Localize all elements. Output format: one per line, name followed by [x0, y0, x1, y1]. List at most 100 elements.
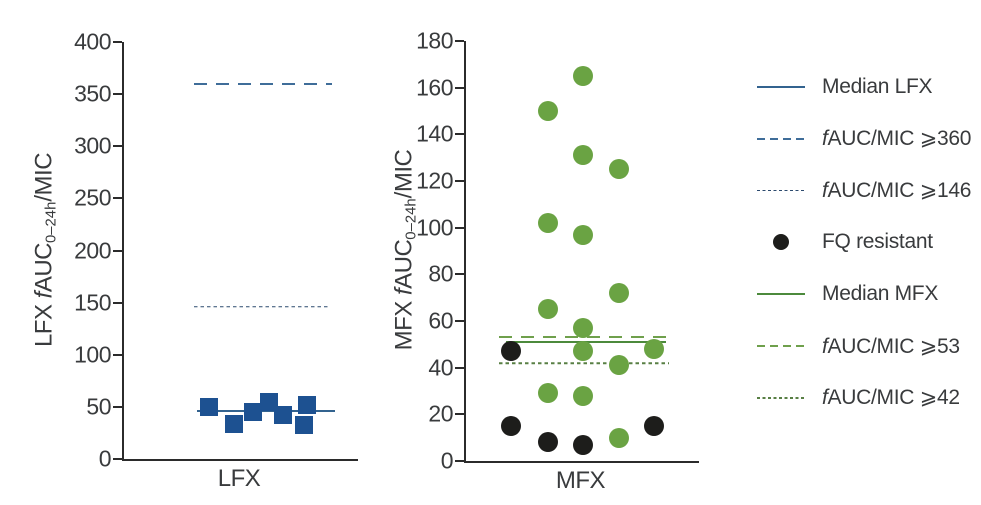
- mfx-point-mfx-fauc-mic-values: [538, 101, 559, 121]
- mfx-point-mfx-fauc-mic-values: [538, 383, 559, 404]
- line-solid-icon: [757, 86, 805, 88]
- legend-label-italic-f: f: [822, 127, 828, 151]
- mfx-y-tick-120: [455, 180, 464, 182]
- line-dotted-icon: [757, 397, 805, 399]
- legend-label: FQ resistant: [822, 230, 933, 254]
- legend-swatch: [757, 279, 805, 309]
- legend-swatch: [757, 227, 805, 257]
- lfx-point-lfx-fauc-mic-values: [273, 406, 292, 425]
- lfx-y-axis-label: LFX fAUC0–24h/MIC: [30, 152, 60, 348]
- mfx-point-mfx-fauc-mic-values: [609, 159, 630, 180]
- mfx-y-tick-0: [455, 460, 464, 462]
- mfx-y-label-italic-f: f: [390, 288, 418, 296]
- lfx-y-tick-400: [113, 41, 122, 43]
- legend-label: fAUC/MIC ⩾53: [822, 334, 960, 358]
- mfx-y-tick-160: [455, 86, 464, 89]
- lfx-y-tick-350: [113, 93, 122, 96]
- mfx-y-tick-20: [455, 413, 464, 416]
- mfx-y-label-prefix: MFX: [390, 295, 418, 351]
- mfx-y-tick-40: [455, 366, 464, 369]
- mfx-y-tick-180: [455, 40, 464, 42]
- mfx-y-label-suffix: /MIC: [390, 149, 418, 199]
- mfx-point-mfx-fauc-mic-values: [609, 427, 630, 448]
- lfx-point-lfx-fauc-mic-values: [224, 414, 243, 433]
- legend-swatch: [757, 331, 805, 361]
- lfx-y-tick-200: [113, 249, 122, 252]
- legend: Median LFX fAUC/MIC ⩾360 fAUC/MIC ⩾146 FQ r…: [757, 0, 981, 505]
- mfx-y-tick-60: [455, 320, 464, 322]
- lfx-y-tick-250: [113, 197, 122, 200]
- lfx-y-tick-label-200: 200: [74, 237, 111, 263]
- mfx-point-mfx-fauc-mic-values: [538, 213, 559, 233]
- legend-label: fAUC/MIC ⩾360: [822, 127, 972, 151]
- mfx-y-tick-label-120: 120: [416, 167, 453, 194]
- mfx-point-mfx-fauc-mic-values: [572, 385, 593, 406]
- lfx-y-tick-label-400: 400: [74, 28, 111, 55]
- lfx-y-label-auc: AUC: [30, 243, 58, 293]
- lfx-x-axis-label: LFX: [217, 465, 261, 492]
- mfx-point-mfx-fauc-mic-values: [572, 224, 593, 245]
- line-dashed-icon: [757, 345, 805, 347]
- mfx-y-tick-label-60: 60: [428, 307, 453, 334]
- lfx-y-label-prefix: LFX: [30, 298, 58, 348]
- lfx-y-tick-label-150: 150: [74, 289, 111, 316]
- line-dashed-icon: [757, 137, 805, 140]
- mfx-point-mfx-fauc-mic-values: [572, 341, 593, 362]
- lfx-point-lfx-fauc-mic-values: [243, 403, 262, 422]
- mfx-point-fq-resistant: [644, 416, 665, 436]
- legend-label: fAUC/MIC ⩾42: [822, 386, 960, 410]
- legend-label: Median MFX: [822, 282, 939, 306]
- lfx-y-tick-50: [113, 405, 122, 408]
- line-dotted-icon: [757, 189, 805, 192]
- mfx-y-tick-label-180: 180: [416, 27, 453, 54]
- lfx-y-label-italic-f: f: [30, 292, 58, 299]
- lfx-y-label-subscript: 0–24h: [43, 201, 60, 244]
- mfx-point-fq-resistant: [538, 432, 559, 453]
- legend-label-italic-f: f: [822, 386, 828, 410]
- legend-label: fAUC/MIC ⩾146: [822, 179, 972, 203]
- lfx-y-tick-label-250: 250: [74, 184, 111, 211]
- mfx-y-tick-100: [455, 226, 464, 229]
- legend-label-italic-f: f: [822, 334, 828, 358]
- lfx-refline-fauc-mic-146: [194, 306, 330, 308]
- line-solid-icon: [757, 293, 805, 296]
- mfx-point-mfx-fauc-mic-values: [572, 318, 593, 338]
- mfx-point-mfx-fauc-mic-values: [609, 283, 630, 303]
- mfx-plot-area: 0 20 40 60 80 100 120 140 160 180: [416, 29, 699, 472]
- mfx-y-tick-label-40: 40: [428, 354, 453, 381]
- legend-item-fauc-mic-146: fAUC/MIC ⩾146: [757, 176, 971, 206]
- legend-item-fq-resistant: FQ resistant: [757, 227, 933, 257]
- legend-label-italic-f: f: [822, 179, 828, 203]
- lfx-y-tick-label-100: 100: [74, 341, 111, 368]
- mfx-y-tick-label-160: 160: [416, 74, 453, 101]
- legend-label: Median LFX: [822, 75, 933, 98]
- lfx-plot-area: 0 50 100 150 200 250 300 350 400: [74, 30, 358, 470]
- mfx-y-tick-label-0: 0: [440, 447, 454, 474]
- mfx-point-mfx-fauc-mic-values: [644, 339, 665, 359]
- lfx-point-lfx-fauc-mic-values: [199, 397, 218, 416]
- legend-swatch: [757, 383, 805, 413]
- mfx-point-fq-resistant: [500, 341, 521, 362]
- lfx-y-tick-label-0: 0: [98, 445, 112, 472]
- mfx-point-fq-resistant: [500, 416, 521, 436]
- mfx-point-mfx-fauc-mic-values: [572, 145, 593, 166]
- mfx-refline-fauc-mic-42: [498, 362, 669, 364]
- legend-swatch: [757, 72, 805, 102]
- legend-swatch: [757, 124, 805, 154]
- mfx-point-fq-resistant: [572, 434, 593, 455]
- mfx-point-mfx-fauc-mic-values: [538, 299, 559, 320]
- mfx-y-label-auc: AUC: [390, 239, 418, 289]
- lfx-point-lfx-fauc-mic-values: [260, 392, 279, 411]
- legend-item-fauc-mic-360: fAUC/MIC ⩾360: [757, 124, 971, 154]
- mfx-y-tick-140: [455, 133, 464, 136]
- legend-swatch: [757, 176, 805, 206]
- lfx-y-tick-0: [113, 458, 122, 460]
- lfx-y-tick-label-300: 300: [74, 132, 111, 159]
- mfx-point-mfx-fauc-mic-values: [572, 66, 593, 86]
- lfx-y-label-suffix: /MIC: [30, 152, 58, 202]
- filled-circle-icon: [773, 234, 789, 251]
- lfx-refline-median-lfx: [196, 410, 335, 413]
- legend-item-fauc-mic-53: fAUC/MIC ⩾53: [757, 331, 960, 361]
- legend-item-median-lfx: Median LFX: [757, 72, 933, 102]
